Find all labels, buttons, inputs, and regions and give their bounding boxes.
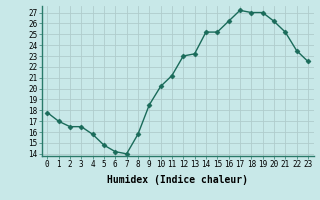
X-axis label: Humidex (Indice chaleur): Humidex (Indice chaleur) xyxy=(107,175,248,185)
